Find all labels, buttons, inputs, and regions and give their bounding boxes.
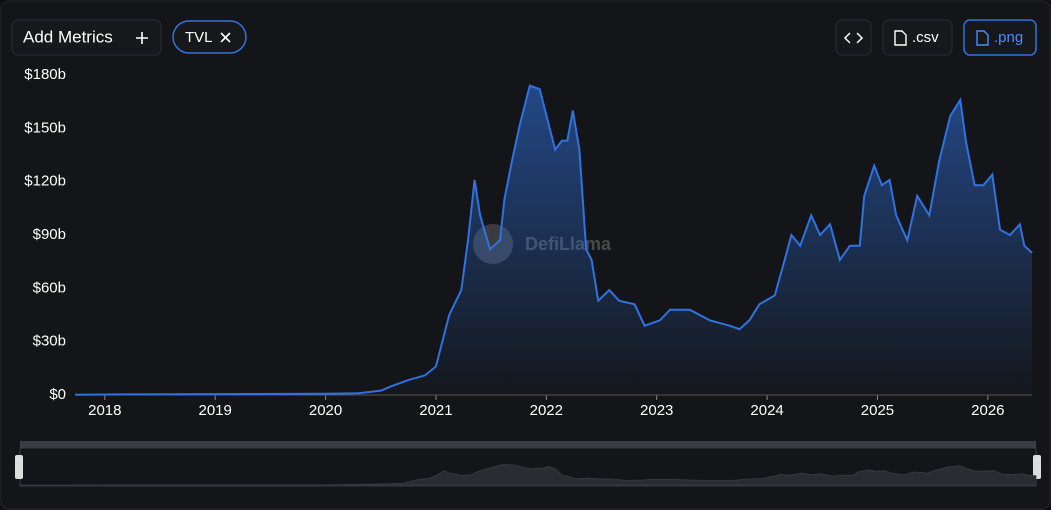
y-tick-label: $180b bbox=[24, 66, 66, 83]
y-tick-label: $120b bbox=[24, 173, 66, 190]
metric-pill[interactable]: TVL bbox=[172, 20, 247, 54]
metric-label: TVL bbox=[185, 29, 213, 46]
x-tick-label: 2021 bbox=[419, 402, 452, 419]
csv-button[interactable]: .csv bbox=[882, 19, 953, 56]
y-tick-label: $150b bbox=[24, 119, 66, 136]
y-tick-label: $90b bbox=[33, 226, 66, 243]
y-tick-label: $30b bbox=[33, 333, 66, 350]
navigator-handle-right[interactable] bbox=[1033, 455, 1041, 479]
x-tick-label: 2025 bbox=[861, 402, 894, 419]
embed-button[interactable] bbox=[835, 19, 872, 56]
x-tick-label: 2019 bbox=[198, 402, 231, 419]
x-tick-label: 2023 bbox=[640, 402, 673, 419]
csv-label: .csv bbox=[912, 29, 939, 46]
add-metrics-label: Add Metrics bbox=[23, 27, 113, 46]
navigator-area bbox=[20, 464, 1037, 486]
tvl-line bbox=[74, 84, 1033, 396]
x-tick-label: 2022 bbox=[530, 402, 563, 419]
add-metrics-button[interactable]: Add Metrics bbox=[11, 19, 162, 56]
x-tick-label: 2020 bbox=[309, 402, 342, 419]
png-label: .png bbox=[994, 29, 1023, 46]
navigator-handle-left[interactable] bbox=[15, 455, 23, 479]
y-tick-label: $60b bbox=[33, 279, 66, 296]
png-button[interactable]: .png bbox=[963, 19, 1037, 56]
area-fill bbox=[75, 85, 1032, 395]
y-tick-label: $0 bbox=[49, 386, 66, 403]
x-tick-label: 2026 bbox=[971, 402, 1004, 419]
x-tick-label: 2024 bbox=[750, 402, 783, 419]
x-tick-label: 2018 bbox=[88, 402, 121, 419]
navigator-bar[interactable] bbox=[20, 441, 1036, 448]
